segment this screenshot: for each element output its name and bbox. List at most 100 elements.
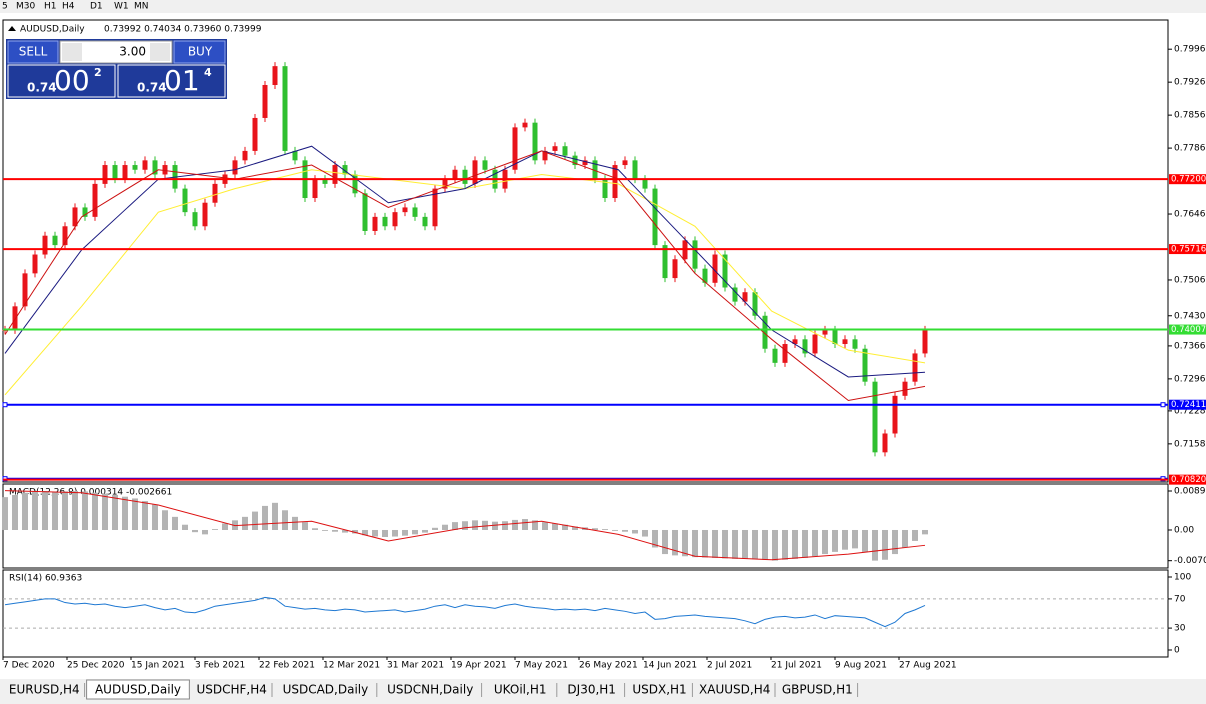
macd-bar	[792, 529, 798, 559]
candle	[252, 117, 258, 151]
level-tag	[1169, 399, 1206, 410]
macd-bar	[282, 510, 288, 530]
macd-bar	[862, 529, 868, 552]
x-tick-label: 21 Jul 2021	[771, 661, 822, 671]
macd-bar	[252, 511, 258, 530]
macd-bar	[532, 520, 538, 530]
candle	[922, 329, 928, 354]
macd-bar	[22, 492, 28, 530]
macd-bar	[702, 529, 708, 558]
volume: 3.00	[119, 45, 146, 59]
y-tick-label: 70	[1174, 594, 1186, 604]
tab[interactable]	[191, 680, 272, 699]
ask-fraction: 4	[204, 66, 212, 79]
candle	[592, 160, 598, 180]
macd-bar	[852, 529, 858, 549]
macd-bar	[12, 494, 18, 530]
candle	[62, 226, 68, 246]
macd-bar	[142, 501, 148, 530]
tab[interactable]	[626, 680, 693, 699]
macd-bar	[822, 529, 828, 555]
macd-bar	[222, 523, 228, 530]
timeframe[interactable]: D1	[90, 2, 103, 12]
level-label: 0.77200	[1171, 175, 1206, 185]
macd-bar	[812, 529, 818, 557]
macd-bar	[412, 529, 418, 535]
x-tick-label: 15 Jan 2021	[131, 661, 185, 671]
candle	[162, 165, 168, 175]
sell-button[interactable]	[7, 40, 59, 64]
candle	[442, 179, 448, 189]
timeframe[interactable]: H1	[44, 2, 57, 12]
x-tick-label: 7 May 2021	[515, 661, 568, 671]
macd-bar	[732, 529, 738, 559]
macd-bar	[272, 502, 278, 530]
candle	[902, 381, 908, 396]
macd-bar	[112, 494, 118, 530]
timeframe[interactable]: M30	[16, 2, 35, 12]
tab[interactable]	[777, 680, 858, 699]
candle	[122, 165, 128, 180]
timeframe[interactable]: 5	[2, 2, 8, 12]
tab[interactable]	[4, 680, 85, 699]
tab-label: USDCAD,Daily	[283, 683, 369, 697]
ask-box[interactable]	[117, 64, 226, 98]
handle[interactable]	[1160, 402, 1166, 408]
macd-bar	[332, 529, 338, 532]
macd-bar	[762, 529, 768, 560]
tab-label: GBPUSD,H1	[782, 683, 853, 697]
candle	[472, 160, 478, 184]
level-tag	[1169, 174, 1206, 185]
macd-bar	[372, 529, 378, 537]
x-tick-label: 3 Feb 2021	[195, 661, 245, 671]
x-tick-label: 27 Aug 2021	[899, 661, 957, 671]
buy-button[interactable]	[173, 40, 226, 64]
timeframe[interactable]: MN	[134, 2, 149, 12]
bid-box[interactable]	[7, 64, 116, 98]
macd-bar	[802, 529, 808, 559]
macd-bar	[382, 529, 388, 537]
timeframe[interactable]: W1	[114, 2, 129, 12]
candle	[762, 315, 768, 349]
candle	[662, 245, 668, 279]
handle[interactable]	[2, 402, 8, 408]
macd-bar	[402, 529, 408, 536]
macd-bar	[892, 529, 898, 555]
candle	[392, 212, 398, 227]
macd-bar	[472, 520, 478, 530]
level-label: 0.72411	[1171, 400, 1206, 410]
candle	[522, 122, 528, 128]
tab[interactable]	[378, 680, 482, 699]
candle	[652, 188, 658, 246]
candle	[452, 169, 458, 180]
candle	[282, 66, 288, 151]
spin-up[interactable]	[150, 43, 170, 61]
macd-bar	[92, 492, 98, 530]
macd-bar	[752, 529, 758, 560]
volume-field[interactable]	[59, 40, 173, 64]
macd-bar	[462, 521, 468, 530]
tab-label: XAUUSD,H4	[699, 683, 770, 697]
candle	[182, 188, 188, 213]
timeframe[interactable]: H4	[62, 2, 75, 12]
macd-bar	[32, 491, 38, 530]
macd-bar	[422, 529, 428, 533]
x-tick-label: 7 Dec 2020	[3, 661, 55, 671]
candle	[22, 273, 28, 307]
tab[interactable]	[483, 680, 557, 699]
macd-bar	[2, 497, 8, 530]
macd-bar	[832, 529, 838, 552]
tab[interactable]	[558, 680, 625, 699]
candle	[72, 207, 78, 227]
tab[interactable]	[274, 680, 377, 699]
tab[interactable]	[694, 680, 775, 699]
macd-title: MACD(12,26,9) 0.000314 -0.002661	[9, 488, 172, 498]
ohlc: 0.73992 0.74034 0.73960 0.73999	[104, 25, 262, 35]
candle	[372, 216, 378, 231]
spin-down[interactable]	[62, 43, 82, 61]
candle	[332, 165, 338, 184]
